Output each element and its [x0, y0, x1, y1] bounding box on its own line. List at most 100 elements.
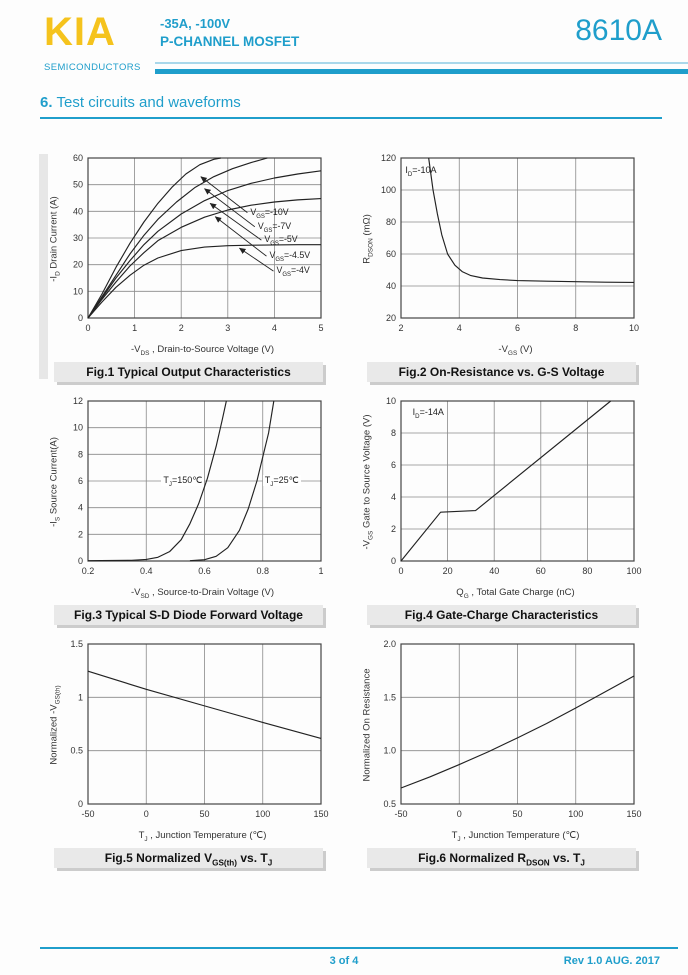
text-run: vs. T — [549, 851, 581, 865]
x-tick-label: 60 — [536, 566, 546, 576]
y-tick-label: 0 — [391, 556, 396, 566]
subscript-text: GS — [282, 271, 291, 278]
device-type: P-CHANNEL MOSFET — [160, 34, 300, 49]
text-run: T — [451, 830, 458, 841]
page-number: 3 of 4 — [329, 955, 359, 967]
device-rating: -35A, -100V — [160, 16, 231, 31]
series-curve-vgs--10v — [87, 157, 221, 319]
subscript-text: S — [54, 516, 62, 522]
x-tick-label: -50 — [81, 809, 94, 819]
fig2-plot-area: 2 4 6 8 10 20 40 60 80 100 120 ID=-10A — [353, 150, 648, 346]
text-run: Fig.4 Gate-Charge Characteristics — [404, 608, 599, 622]
x-tick-label: 150 — [313, 809, 328, 819]
x-tick-label: 0 — [457, 809, 462, 819]
fig3-plot-area: 0.2 0.4 0.6 0.8 1 0 2 4 6 8 10 12 TJ=150℃ TJ=25℃ — [40, 393, 335, 589]
subscript-text: GS — [270, 240, 279, 247]
curve-label: VGS=-10V — [250, 207, 288, 220]
curve-label: VGS=-4V — [276, 265, 309, 278]
part-number: 8610A — [575, 14, 662, 47]
fig1-x-axis-label: -VDS , Drain-to-Source Voltage (V) — [40, 344, 335, 357]
y-tick-label: 10 — [73, 286, 83, 296]
text-run: -V — [361, 540, 373, 550]
y-tick-label: 120 — [381, 153, 396, 163]
fig6-plot-area: -50 0 50 100 150 0.5 1.0 1.5 2.0 — [353, 636, 648, 832]
series-curve-normalized-rdson — [400, 675, 635, 789]
y-tick-label: 10 — [386, 396, 396, 406]
x-tick-label: 3 — [225, 323, 230, 333]
subscript-text: J — [144, 835, 148, 843]
fig5-caption: Fig.5 Normalized VGS(th) vs. TJ — [54, 848, 323, 868]
text-run: -V — [130, 344, 141, 355]
figure-5: -50 0 50 100 150 0 0.5 1 1.5 Normalized -VGS(th)… — [40, 636, 335, 874]
fig6-x-axis-label: TJ , Junction Temperature (℃) — [353, 830, 648, 843]
text-run: R — [361, 256, 373, 264]
plot-border — [400, 400, 635, 562]
series-curve-tj-150c — [87, 400, 227, 562]
x-tick-label: 4 — [457, 323, 462, 333]
label-arrow — [214, 216, 267, 257]
y-tick-label: 100 — [381, 185, 396, 195]
subscript-text: GS — [263, 227, 273, 234]
series-curve-vgs--7v — [87, 157, 268, 319]
x-tick-label: 2 — [398, 323, 403, 333]
text-run: =-10A — [412, 164, 437, 175]
label-arrow — [239, 247, 274, 272]
fig5-y-axis-label: Normalized -VGS(th) — [49, 685, 62, 764]
fig6-caption: Fig.6 Normalized RDSON vs. TJ — [367, 848, 636, 868]
text-run: Source Current(A) — [48, 437, 60, 517]
x-tick-label: -50 — [394, 809, 407, 819]
text-run: =25℃ — [273, 475, 299, 485]
subscript-text: GS — [275, 256, 284, 263]
figure-1: 0 1 2 3 4 5 0 10 20 30 40 50 60 VGS=-10V VGS=-7V VGS=-5… — [39, 150, 335, 388]
plot-svg-fig2: 2 4 6 8 10 20 40 60 80 100 120 — [381, 153, 639, 333]
text-run: V — [269, 250, 276, 261]
text-run: =-5V — [278, 234, 298, 245]
text-run: , Drain-to-Source Voltage (V) — [149, 344, 275, 355]
figure-1-left-rail — [39, 154, 48, 379]
plot-annotation: TJ=150℃ — [161, 475, 205, 487]
plot-border — [400, 643, 635, 805]
text-run: -V — [498, 344, 508, 355]
plot-border — [87, 157, 322, 319]
figure-6: -50 0 50 100 150 0.5 1.0 1.5 2.0 Normalized On R… — [353, 636, 648, 874]
x-tick-label: 0 — [85, 323, 90, 333]
y-tick-label: 30 — [73, 233, 83, 243]
y-tick-label: 4 — [391, 492, 396, 502]
x-tick-label: 10 — [629, 323, 639, 333]
y-tick-label: 40 — [386, 281, 396, 291]
text-run: I — [405, 164, 408, 175]
y-tick-label: 1.0 — [383, 746, 396, 756]
label-arrow — [200, 176, 248, 214]
y-tick-label: 0 — [78, 556, 83, 566]
y-tick-label: 0 — [78, 799, 83, 809]
text-run: , Source-to-Drain Voltage (V) — [149, 587, 275, 598]
y-tick-label: 1.5 — [70, 639, 83, 649]
fig1-y-axis-label: -ID Drain Current (A) — [48, 196, 62, 281]
fig4-plot-area: 0 20 40 60 80 100 0 2 4 6 8 10 ID=-14A — [353, 393, 648, 589]
text-run: T — [163, 475, 169, 485]
y-tick-label: 1.5 — [383, 692, 396, 702]
y-tick-label: 10 — [73, 423, 83, 433]
x-tick-label: 0.6 — [198, 566, 211, 576]
x-tick-label: 6 — [515, 323, 520, 333]
kia-logo: KIA — [44, 10, 116, 54]
y-tick-label: 60 — [386, 249, 396, 259]
series-curve-vgs--4v — [87, 244, 321, 319]
text-run: =-4.5V — [283, 250, 311, 261]
text-run: Drain Current (A) — [48, 196, 60, 272]
x-tick-label: 0 — [398, 566, 403, 576]
text-run: -I — [48, 521, 60, 527]
plot-svg-fig4: 0 20 40 60 80 100 0 2 4 6 8 10 — [386, 396, 642, 576]
subscript-text: GS — [367, 530, 375, 541]
section-title: Test circuits and waveforms — [56, 94, 241, 111]
text-run: (mΩ) — [361, 214, 373, 239]
label-arrow — [209, 202, 262, 241]
subscript-text: SD — [140, 592, 150, 600]
y-tick-label: 2.0 — [383, 639, 396, 649]
text-run: =-7V — [272, 220, 292, 231]
plot-svg-fig6: -50 0 50 100 150 0.5 1.0 1.5 2.0 — [383, 639, 641, 819]
subscript-text: DSON — [526, 858, 550, 868]
subscript-text: GS(th) — [54, 685, 62, 705]
curve-label: VGS=-7V — [258, 220, 292, 234]
